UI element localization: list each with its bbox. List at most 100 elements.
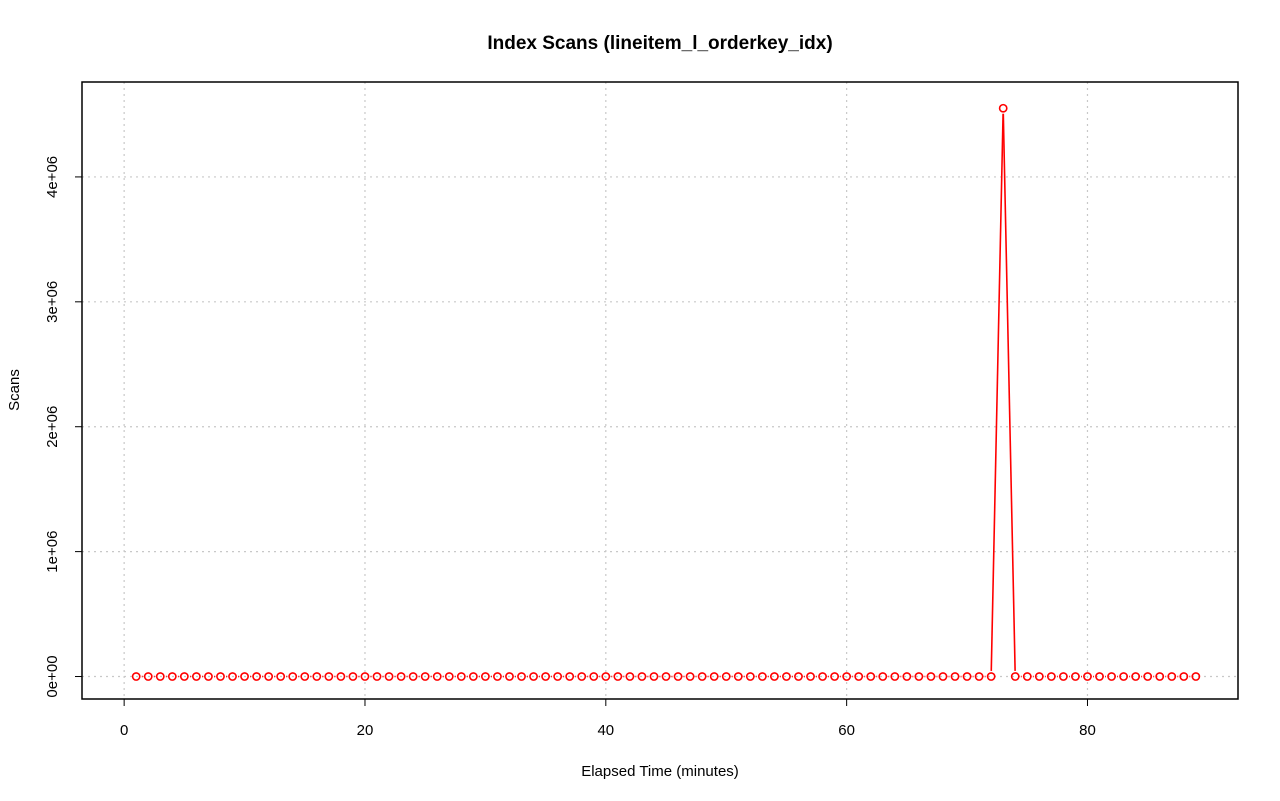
data-point	[926, 672, 936, 681]
y-tick-label: 2e+06	[44, 406, 61, 448]
x-axis-label: Elapsed Time (minutes)	[581, 763, 739, 780]
data-point	[360, 672, 370, 681]
data-point	[456, 672, 466, 681]
y-tick-label: 1e+06	[44, 531, 61, 573]
plot-area-frame	[81, 81, 1239, 700]
data-point	[697, 672, 707, 681]
grid-lines	[82, 82, 1238, 699]
data-point	[890, 672, 900, 681]
data-point	[986, 672, 996, 681]
data-point	[553, 672, 563, 681]
data-point	[276, 672, 286, 681]
data-point	[974, 672, 984, 681]
data-point	[661, 672, 671, 681]
series-line-segment	[990, 113, 1004, 671]
data-point	[408, 672, 418, 681]
data-point	[757, 672, 767, 681]
data-point	[950, 672, 960, 681]
data-point	[204, 672, 213, 681]
data-point	[577, 672, 587, 681]
data-point	[432, 672, 442, 681]
data-point	[769, 672, 779, 681]
data-point	[336, 672, 346, 681]
data-point	[1046, 672, 1056, 681]
data-point	[806, 672, 815, 681]
y-axis: 0e+00 1e+06 2e+06 3e+06 4e+06	[44, 156, 83, 698]
data-point	[468, 672, 478, 681]
data-point	[493, 672, 502, 681]
data-point	[228, 672, 237, 681]
data-point	[878, 672, 888, 681]
data-point	[1191, 672, 1201, 681]
data-point	[1155, 672, 1165, 681]
data-point	[673, 672, 683, 681]
data-point	[505, 672, 514, 681]
chart-title: Index Scans (lineitem_l_orderkey_idx)	[487, 33, 832, 54]
x-tick-label: 80	[1079, 722, 1096, 739]
data-point	[962, 672, 972, 681]
data-point	[264, 672, 274, 681]
data-point	[179, 672, 189, 681]
data-point	[601, 672, 611, 681]
data-series	[131, 103, 1201, 681]
data-point	[1131, 672, 1141, 681]
data-point	[1071, 672, 1080, 681]
data-point	[637, 672, 647, 681]
data-point	[155, 672, 165, 681]
data-point	[1167, 672, 1177, 681]
data-point	[348, 672, 358, 681]
data-point	[902, 672, 912, 681]
data-point	[733, 672, 743, 681]
data-point	[649, 672, 659, 681]
data-point	[998, 103, 1008, 113]
data-point	[517, 672, 526, 681]
data-point	[721, 672, 731, 681]
data-point	[167, 672, 177, 681]
data-point	[854, 672, 864, 681]
data-point	[324, 672, 334, 681]
data-point	[384, 672, 394, 681]
data-point	[252, 672, 262, 681]
data-point	[1083, 672, 1092, 681]
data-point	[818, 672, 827, 681]
data-point	[143, 672, 153, 681]
data-point	[1143, 672, 1153, 681]
x-tick-label: 0	[120, 722, 128, 739]
x-tick-label: 60	[838, 722, 855, 739]
data-point	[216, 672, 225, 681]
data-point	[1022, 672, 1032, 681]
data-point	[1107, 672, 1116, 681]
data-point	[1119, 672, 1129, 681]
data-point	[444, 672, 454, 681]
data-point	[782, 672, 791, 681]
data-point	[794, 672, 803, 681]
x-axis: 0 20 40 60 80	[120, 698, 1096, 739]
data-point	[589, 672, 599, 681]
data-point	[685, 672, 695, 681]
data-point	[372, 672, 382, 681]
data-point	[191, 672, 201, 681]
data-point	[625, 672, 635, 681]
data-point	[565, 672, 575, 681]
y-tick-label: 4e+06	[44, 156, 61, 198]
data-point	[914, 672, 924, 681]
data-point	[131, 672, 141, 681]
data-point	[480, 672, 490, 681]
data-point	[420, 672, 430, 681]
data-point	[1034, 672, 1044, 681]
x-tick-label: 20	[357, 722, 374, 739]
data-point	[1058, 672, 1068, 681]
data-point	[745, 672, 755, 681]
data-point	[1095, 672, 1104, 681]
y-tick-label: 0e+00	[44, 655, 61, 697]
data-point	[396, 672, 406, 681]
data-point	[709, 672, 719, 681]
x-tick-label: 40	[597, 722, 614, 739]
data-point	[938, 672, 948, 681]
data-point	[300, 672, 310, 681]
data-point	[866, 672, 876, 681]
data-point	[830, 672, 840, 681]
data-point	[529, 672, 538, 681]
data-point	[288, 672, 298, 681]
